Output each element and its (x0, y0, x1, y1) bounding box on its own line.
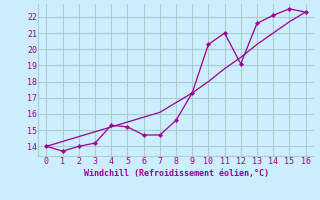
X-axis label: Windchill (Refroidissement éolien,°C): Windchill (Refroidissement éolien,°C) (84, 169, 268, 178)
